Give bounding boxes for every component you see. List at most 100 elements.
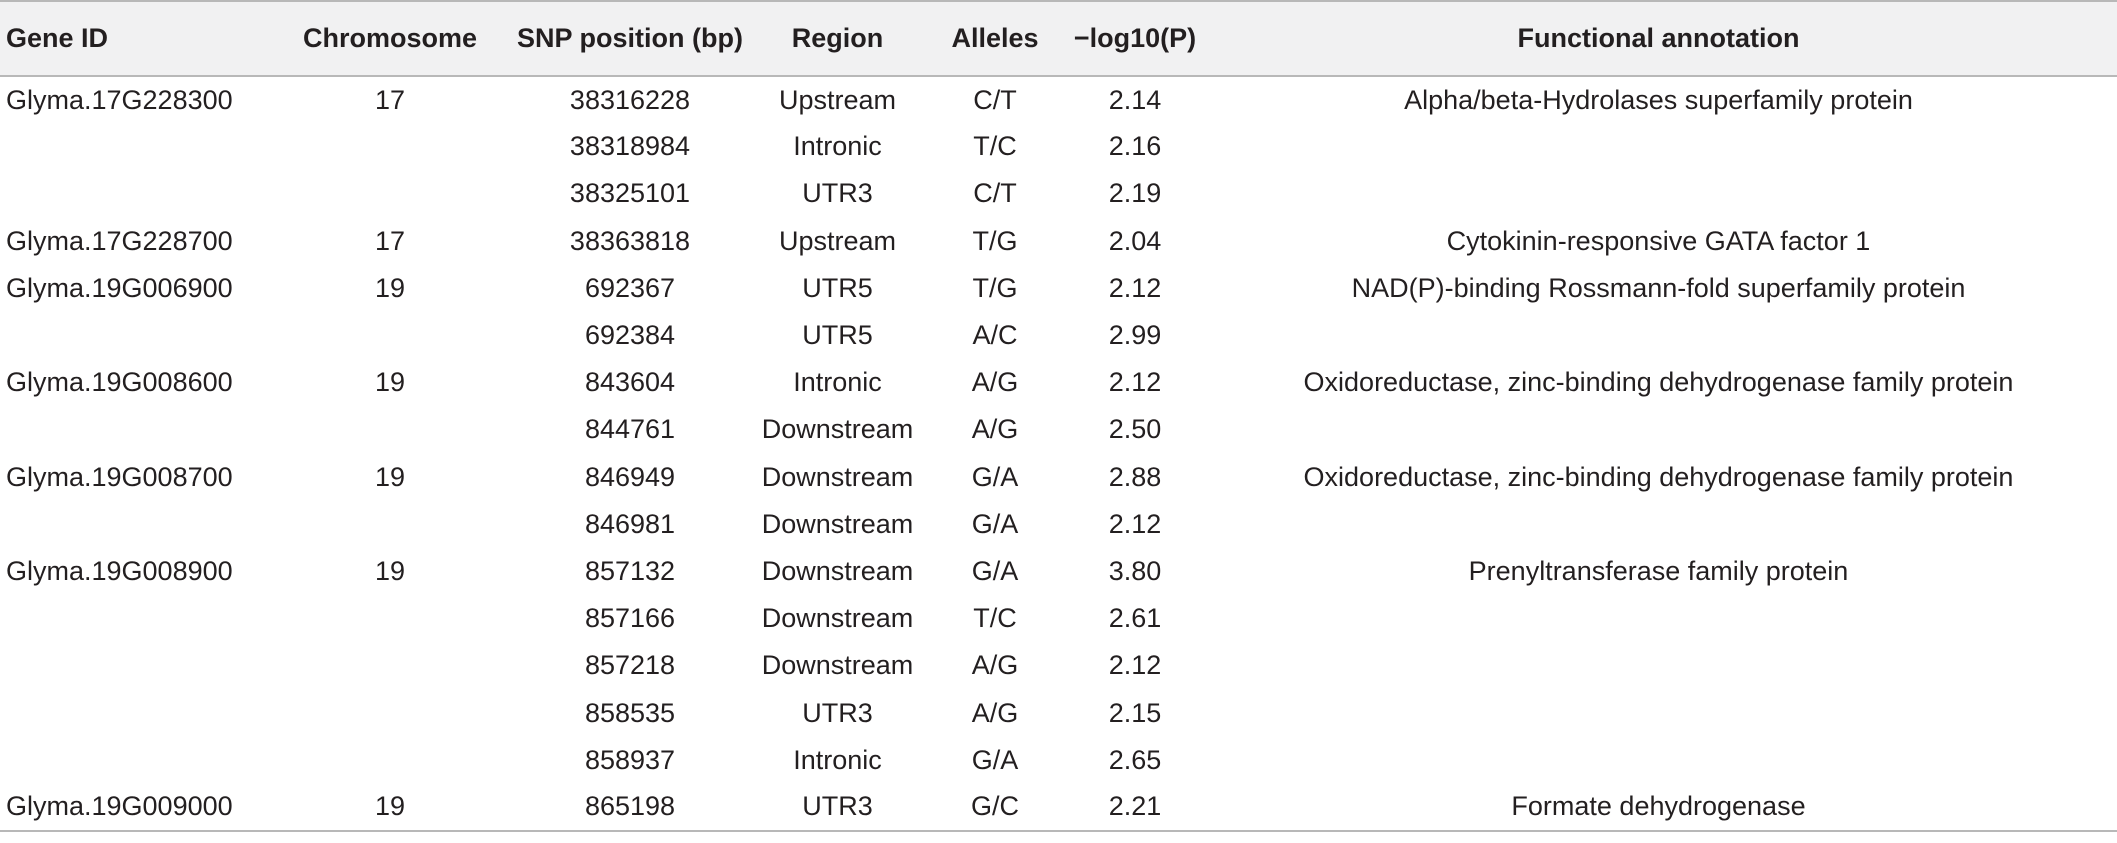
table-row: 844761 Downstream A/G 2.50 xyxy=(0,406,2117,453)
cell-alleles: A/G xyxy=(971,650,1019,681)
header-row: Gene ID Chromosome SNP position (bp) Reg… xyxy=(0,0,2117,77)
table-row: Glyma.19G008600 19 843604 Intronic A/G 2.12 Ox… xyxy=(0,359,2117,406)
cell-snp-position: 858937 xyxy=(584,744,676,775)
cell-functional-annotation: Alpha/beta-Hydrolases superfamily protei… xyxy=(1404,84,1913,115)
cell-chromosome xyxy=(275,689,505,736)
cell-snp-position: 692384 xyxy=(584,320,676,351)
cell-region: Intronic xyxy=(793,744,882,775)
cell-alleles: G/C xyxy=(920,783,1070,833)
cell-gene-id: Glyma.19G006900 xyxy=(6,272,233,303)
cell-log10p: 2.61 xyxy=(1108,603,1162,634)
cell-gene-id: Glyma.17G228300 xyxy=(6,84,233,115)
cell-chromosome xyxy=(275,406,505,453)
cell-snp-position: 857132 xyxy=(584,555,676,586)
cell-log10p: 2.04 xyxy=(1108,225,1162,256)
header-log10p: −log10(P) xyxy=(1070,0,1200,77)
cell-region: UTR5 xyxy=(802,320,873,351)
cell-region: Upstream xyxy=(778,84,897,115)
cell-log10p: 2.50 xyxy=(1108,414,1162,445)
table-header: Gene ID Chromosome SNP position (bp) Reg… xyxy=(0,0,2117,77)
cell-log10p: 2.12 xyxy=(1108,650,1162,681)
cell-alleles: A/G xyxy=(971,367,1019,398)
cell-gene-id: Glyma.19G009000 xyxy=(0,783,275,833)
cell-snp-position: 38325101 xyxy=(569,178,691,209)
cell-snp-position: 38363818 xyxy=(569,225,691,256)
cell-log10p: 2.19 xyxy=(1108,178,1162,209)
cell-alleles: A/C xyxy=(972,320,1018,351)
cell-snp-position: 846949 xyxy=(584,461,676,492)
cell-log10p: 2.15 xyxy=(1108,697,1162,728)
header-region: Region xyxy=(755,0,920,77)
cell-region: UTR5 xyxy=(802,272,873,303)
table-row: Glyma.19G008700 19 846949 Downstream G/A 2.88… xyxy=(0,454,2117,501)
cell-snp-position: 843604 xyxy=(584,367,676,398)
table-body: Glyma.17G228300 17 38316228 Upstream C/T 2.14… xyxy=(0,76,2117,833)
table-row: 857218 Downstream A/G 2.12 xyxy=(0,642,2117,689)
cell-snp-position: 857166 xyxy=(584,603,676,634)
cell-region: Downstream xyxy=(761,508,914,539)
cell-chromosome: 17 xyxy=(374,84,406,115)
cell-functional-annotation xyxy=(1200,123,2117,170)
table-row: 692384 UTR5 A/C 2.99 xyxy=(0,312,2117,359)
cell-alleles: C/T xyxy=(973,178,1017,209)
cell-region: UTR3 xyxy=(802,178,873,209)
cell-gene-id xyxy=(0,642,275,689)
cell-chromosome: 19 xyxy=(374,367,406,398)
cell-snp-position: 858535 xyxy=(584,697,676,728)
table-row: Glyma.19G009000 19 865198 UTR3 G/C 2.21 Format… xyxy=(0,783,2117,833)
cell-region: Downstream xyxy=(761,650,914,681)
cell-region: UTR3 xyxy=(802,697,873,728)
cell-gene-id xyxy=(0,595,275,642)
cell-chromosome xyxy=(275,123,505,170)
cell-region: Downstream xyxy=(761,461,914,492)
cell-alleles: C/T xyxy=(973,84,1017,115)
cell-chromosome xyxy=(275,642,505,689)
cell-chromosome: 17 xyxy=(374,225,406,256)
cell-alleles: T/C xyxy=(973,603,1017,634)
cell-alleles: T/G xyxy=(972,272,1018,303)
cell-gene-id: Glyma.19G008600 xyxy=(6,367,233,398)
cell-functional-annotation xyxy=(1200,312,2117,359)
cell-alleles: G/A xyxy=(971,744,1019,775)
cell-log10p: 2.99 xyxy=(1108,320,1162,351)
cell-functional-annotation xyxy=(1200,689,2117,736)
cell-snp-position: 38316228 xyxy=(569,84,691,115)
cell-chromosome xyxy=(275,501,505,548)
cell-functional-annotation xyxy=(1200,737,2117,784)
table-row: Glyma.19G006900 19 692367 UTR5 T/G 2.12 NAD(P)… xyxy=(0,265,2117,312)
cell-alleles: G/A xyxy=(971,508,1019,539)
cell-gene-id: Glyma.19G008900 xyxy=(6,555,233,586)
cell-chromosome: 19 xyxy=(374,272,406,303)
cell-functional-annotation: Oxidoreductase, zinc-binding dehydrogena… xyxy=(1303,367,2014,398)
cell-functional-annotation: Oxidoreductase, zinc-binding dehydrogena… xyxy=(1303,461,2014,492)
cell-region: Upstream xyxy=(778,225,897,256)
cell-region: Downstream xyxy=(761,555,914,586)
cell-chromosome xyxy=(275,595,505,642)
cell-region: Intronic xyxy=(793,367,882,398)
table-row: Glyma.17G228700 17 38363818 Upstream T/G 2.04… xyxy=(0,218,2117,265)
table-row: 38325101 UTR3 C/T 2.19 xyxy=(0,170,2117,217)
header-chromosome: Chromosome xyxy=(275,0,505,77)
cell-log10p: 2.16 xyxy=(1108,131,1162,162)
header-functional-annotation: Functional annotation xyxy=(1200,0,2117,77)
cell-alleles: A/G xyxy=(971,414,1019,445)
cell-gene-id xyxy=(0,170,275,217)
cell-log10p: 2.12 xyxy=(1108,508,1162,539)
cell-functional-annotation: Formate dehydrogenase xyxy=(1200,783,2117,833)
cell-gene-id: Glyma.19G008700 xyxy=(6,461,233,492)
cell-alleles: A/G xyxy=(971,697,1019,728)
header-gene-id: Gene ID xyxy=(0,0,275,77)
cell-region: Downstream xyxy=(761,414,914,445)
cell-functional-annotation: Cytokinin-responsive GATA factor 1 xyxy=(1446,225,1871,256)
cell-gene-id: Glyma.17G228700 xyxy=(6,225,233,256)
cell-region: Intronic xyxy=(793,131,882,162)
cell-chromosome xyxy=(275,737,505,784)
cell-alleles: T/G xyxy=(972,225,1018,256)
header-alleles: Alleles xyxy=(920,0,1070,77)
table-row: 857166 Downstream T/C 2.61 xyxy=(0,595,2117,642)
table-row: Glyma.19G008900 19 857132 Downstream G/A 3.80… xyxy=(0,548,2117,595)
cell-log10p: 2.21 xyxy=(1070,783,1200,833)
cell-region: UTR3 xyxy=(755,783,920,833)
table-row: Glyma.17G228300 17 38316228 Upstream C/T 2.14… xyxy=(0,76,2117,123)
